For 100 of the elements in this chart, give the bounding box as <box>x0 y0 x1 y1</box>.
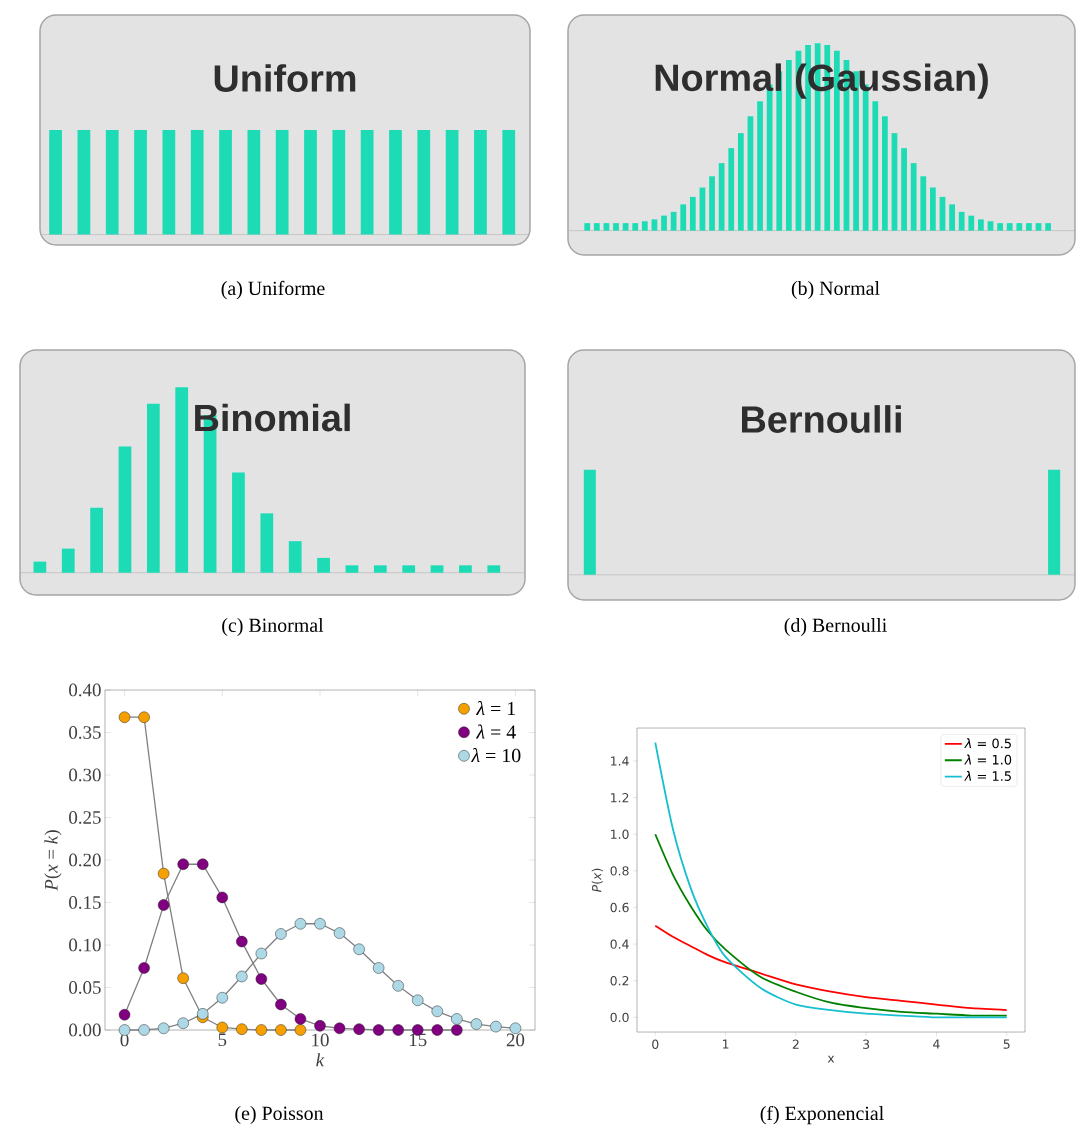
bar <box>997 223 1003 231</box>
bar <box>430 565 444 573</box>
point <box>216 1021 229 1034</box>
point <box>255 947 268 960</box>
bar <box>987 221 994 231</box>
bar <box>910 163 917 231</box>
point <box>177 972 189 984</box>
bar <box>968 215 975 231</box>
point <box>372 1024 385 1036</box>
bar <box>1026 223 1032 231</box>
y-tick-label: 0.6 <box>610 902 629 913</box>
point <box>314 1020 326 1032</box>
x-tick-label: 20 <box>506 1033 525 1047</box>
bar <box>146 403 160 573</box>
x-axis-title: k <box>316 1053 325 1067</box>
point <box>314 918 326 930</box>
text: (a) Uniforme <box>221 280 325 300</box>
bar <box>978 219 984 231</box>
point <box>353 1023 365 1035</box>
legend-label: λ = 4 <box>475 724 516 739</box>
bar <box>1016 223 1023 231</box>
point <box>411 994 424 1007</box>
point <box>470 1018 483 1030</box>
y-tick-label: 0.20 <box>69 853 101 867</box>
bar <box>728 148 735 231</box>
point <box>216 891 229 904</box>
bar <box>661 215 667 231</box>
y-tick-label: 0.30 <box>69 768 101 782</box>
point <box>275 998 287 1011</box>
y-tick-label: 0.8 <box>610 866 629 876</box>
y-axis-title: P(x) <box>591 868 603 893</box>
bar <box>61 548 75 573</box>
bar <box>670 211 677 231</box>
line-series <box>654 924 1008 1011</box>
y-tick-label: 0.05 <box>69 981 101 994</box>
chart-title: Uniform <box>214 64 356 92</box>
point <box>236 1023 248 1035</box>
bar <box>175 387 189 573</box>
point <box>294 1013 307 1025</box>
bar <box>641 221 648 231</box>
y-tick-label: 1.4 <box>611 756 629 766</box>
point <box>138 1024 150 1036</box>
bar <box>118 446 132 573</box>
bar <box>317 557 330 573</box>
bar <box>33 561 47 573</box>
bar <box>613 223 619 231</box>
x-tick-label: 15 <box>409 1033 427 1047</box>
y-tick-label: 1.0 <box>611 829 629 839</box>
point <box>451 1013 463 1025</box>
bar <box>785 60 792 231</box>
point <box>138 962 150 974</box>
bar <box>949 204 955 231</box>
bar <box>1045 223 1051 231</box>
x-tick-label: 3 <box>863 1039 870 1049</box>
point <box>275 1024 287 1036</box>
y-tick-label: 1.2 <box>611 792 629 803</box>
text: (c) Binormal <box>222 617 324 637</box>
point <box>157 899 170 911</box>
y-tick-label: 0.25 <box>69 811 101 824</box>
legend-label: λ = 0.5 <box>964 738 1011 749</box>
y-tick-label: 0.10 <box>69 938 101 952</box>
x-tick-label: 0 <box>652 1039 659 1049</box>
x-tick-label: 5 <box>218 1033 227 1047</box>
chart-title: Bernoulli <box>742 405 901 433</box>
bar <box>757 101 763 231</box>
bar <box>901 148 907 231</box>
bar <box>622 223 629 231</box>
chart-title: Binomial <box>195 403 350 432</box>
x-tick-label: 1 <box>722 1039 729 1049</box>
bar <box>584 223 591 231</box>
bar <box>709 176 715 231</box>
text: (b) Normal <box>791 280 880 300</box>
point <box>431 1024 444 1036</box>
y-tick-label: 0.00 <box>69 1023 101 1037</box>
point <box>275 928 287 940</box>
point <box>372 962 385 974</box>
point <box>431 1005 444 1018</box>
y-tick-label: 0.35 <box>69 726 101 739</box>
point <box>196 858 209 871</box>
x-tick-label: 2 <box>792 1039 799 1049</box>
bar <box>1035 223 1042 231</box>
point <box>451 1024 463 1036</box>
bar <box>632 223 639 231</box>
legend-label: λ = 1 <box>475 701 516 716</box>
bar <box>90 507 103 573</box>
point <box>392 1024 404 1036</box>
point <box>333 927 346 939</box>
y-tick-label: 0.2 <box>610 976 629 986</box>
point <box>255 1024 268 1036</box>
point <box>138 711 150 723</box>
legend-label: λ = 1.5 <box>964 770 1011 781</box>
bar <box>373 565 387 573</box>
point <box>294 918 307 930</box>
bar <box>345 565 359 573</box>
point <box>255 973 268 985</box>
text: (e) Poisson <box>235 1105 324 1125</box>
x-tick-label: 5 <box>1003 1039 1010 1049</box>
point <box>216 991 229 1004</box>
point <box>490 1020 502 1033</box>
bar <box>872 101 879 231</box>
